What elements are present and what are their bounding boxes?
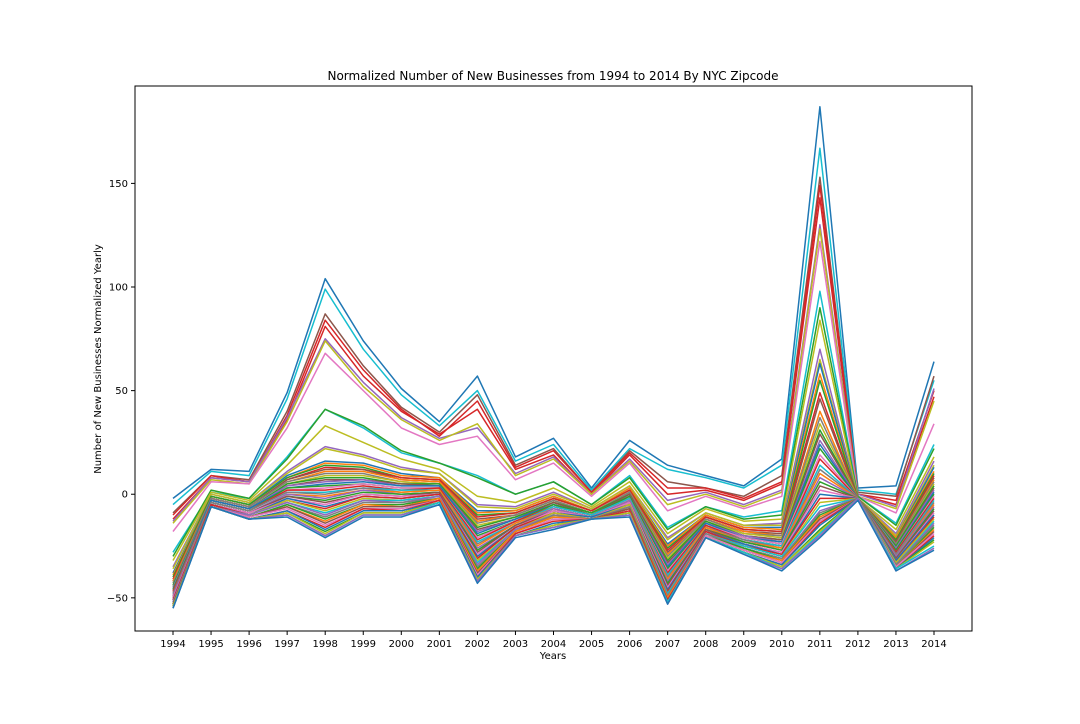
x-tick-label: 2003 <box>503 639 528 650</box>
x-tick-label: 2013 <box>883 639 908 650</box>
series-line-19 <box>172 416 935 584</box>
series-line-46 <box>172 497 935 607</box>
x-tick-label: 2001 <box>427 639 452 650</box>
series-line-3 <box>172 184 935 516</box>
x-tick-label: 1997 <box>274 639 299 650</box>
x-tick-label: 1996 <box>236 639 261 650</box>
series-line-1 <box>172 147 935 506</box>
y-tick-label: 150 <box>109 179 128 190</box>
series-line-0 <box>172 105 935 499</box>
x-tick-label: 2002 <box>465 639 490 650</box>
x-tick-label: 2004 <box>541 639 566 650</box>
series-line-51 <box>172 499 935 609</box>
series-line-11 <box>172 348 935 568</box>
x-tick-label: 1998 <box>312 639 337 650</box>
x-tick-label: 2014 <box>921 639 946 650</box>
x-tick-label: 2008 <box>693 639 718 650</box>
series-line-12 <box>172 358 935 570</box>
series-line-10 <box>172 319 935 561</box>
series-line-44 <box>172 497 935 607</box>
y-tick-label: −50 <box>107 593 128 604</box>
x-tick-label: 1994 <box>160 639 185 650</box>
y-axis-label: Number of New Businesses Normalized Year… <box>93 244 104 474</box>
series-line-25 <box>172 447 935 590</box>
series-line-50 <box>172 497 935 609</box>
x-tick-label: 2010 <box>769 639 794 650</box>
series-line-7 <box>172 240 935 532</box>
y-axis: −50 0 50 100 150 <box>107 179 135 604</box>
x-tick-label: 1999 <box>351 639 376 650</box>
series-line-9 <box>172 306 935 557</box>
series-line-6 <box>172 228 935 524</box>
series-line-2 <box>172 176 935 514</box>
x-tick-label: 2006 <box>617 639 642 650</box>
y-tick-label: 100 <box>109 283 128 294</box>
x-tick-label: 1995 <box>198 639 223 650</box>
series-line-5 <box>172 224 935 522</box>
x-tick-label: 2012 <box>845 639 870 650</box>
y-tick-label: 50 <box>115 386 128 397</box>
x-tick-label: 2007 <box>655 639 680 650</box>
plot-frame <box>134 85 973 632</box>
x-tick-label: 2000 <box>389 639 414 650</box>
chart-title: Normalized Number of New Businesses from… <box>327 69 778 83</box>
y-tick-label: 0 <box>122 490 128 501</box>
series-line-4 <box>172 197 935 520</box>
series-line-37 <box>172 495 935 603</box>
x-axis: 1994 1995 1996 1997 1998 1999 2000 2001 2002 2003… <box>160 631 947 650</box>
x-tick-label: 2005 <box>579 639 604 650</box>
x-tick-label: 2009 <box>731 639 756 650</box>
series-lines <box>172 105 935 609</box>
series-line-31 <box>172 476 935 597</box>
x-axis-label: Years <box>539 651 566 662</box>
series-line-48 <box>172 497 935 607</box>
x-tick-label: 2011 <box>807 639 832 650</box>
